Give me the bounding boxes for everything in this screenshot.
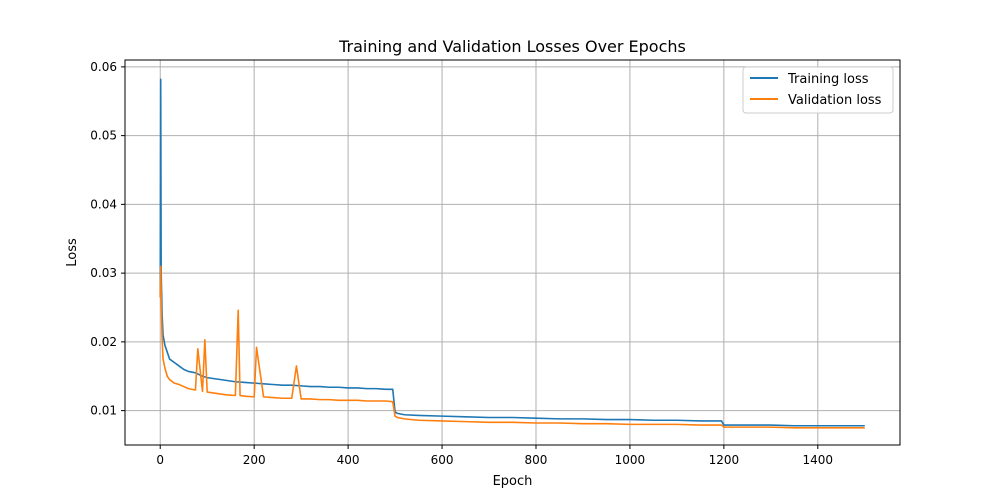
- legend-box: [742, 66, 894, 114]
- y-tick-label: 0.02: [90, 335, 117, 349]
- y-axis-label: Loss: [65, 238, 80, 267]
- legend-label-training: Training loss: [787, 72, 869, 87]
- x-axis-ticks: 0 200 400 600 800 1000 1200 1400: [156, 445, 833, 467]
- y-tick-label: 0.04: [90, 197, 117, 211]
- x-tick-label: 1000: [615, 453, 646, 467]
- grid: [125, 60, 900, 445]
- plot-frame: [124, 59, 901, 446]
- x-tick-label: 200: [243, 453, 266, 467]
- x-axis-label: Epoch: [493, 474, 533, 489]
- y-tick-label: 0.05: [90, 129, 117, 143]
- legend: Training loss Validation loss: [742, 66, 894, 114]
- y-tick-label: 0.03: [90, 266, 117, 280]
- y-tick-label: 0.06: [90, 60, 117, 74]
- series-line-training: [159, 78, 865, 427]
- x-tick-label: 400: [337, 453, 360, 467]
- x-tick-label: 0: [156, 453, 164, 467]
- x-tick-label: 600: [431, 453, 454, 467]
- y-tick-label: 0.01: [90, 404, 117, 418]
- x-tick-label: 1400: [803, 453, 834, 467]
- chart-title: Training and Validation Losses Over Epoc…: [338, 37, 686, 56]
- x-tick-label: 1200: [709, 453, 740, 467]
- series-group: [159, 78, 865, 429]
- y-axis-ticks: 0.01 0.02 0.03 0.04 0.05 0.06: [90, 60, 125, 418]
- x-tick-label: 800: [525, 453, 548, 467]
- series-line-validation: [159, 265, 865, 429]
- legend-label-validation: Validation loss: [788, 93, 882, 108]
